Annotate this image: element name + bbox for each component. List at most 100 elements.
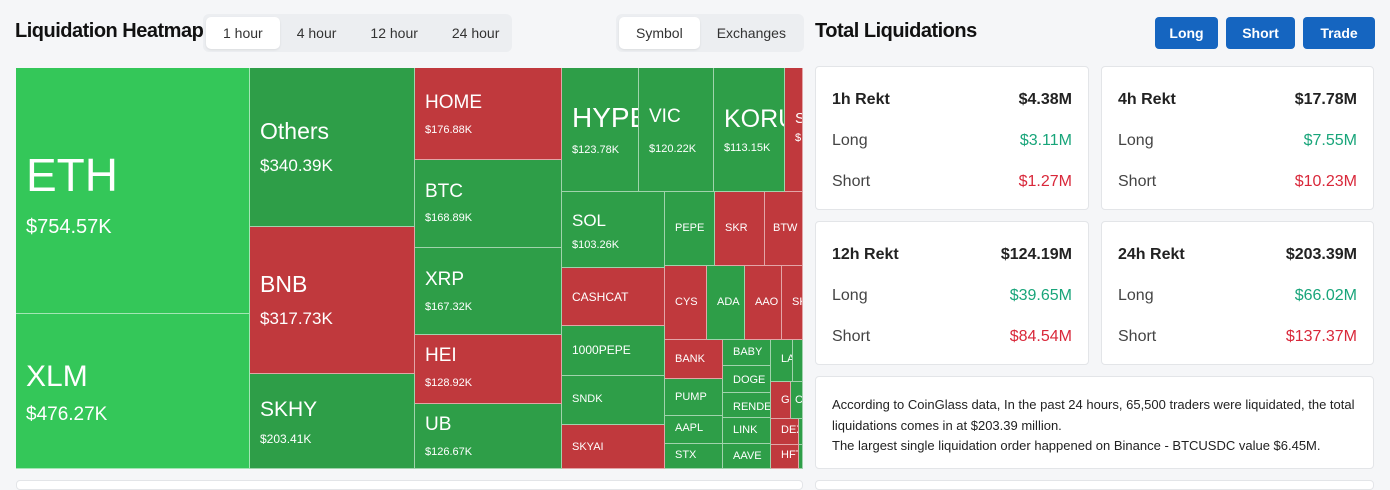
heatmap-cell-bnb[interactable]: BNB $317.73K (250, 227, 415, 374)
heatmap-cell-aapl[interactable]: AAPL (665, 416, 723, 444)
liquidation-treemap: ETH $754.57K XLM $476.27K Others $340.39K BNB $… (16, 68, 803, 469)
heatmap-cell-xlm[interactable]: XLM $476.27K (16, 314, 250, 469)
heatmap-cell[interactable] (793, 340, 803, 382)
group-by-selector: Symbol Exchanges (616, 14, 804, 52)
long-value: $39.65M (1009, 287, 1072, 304)
tab-symbol[interactable]: Symbol (619, 17, 700, 49)
tab-12-hour[interactable]: 12 hour (370, 25, 418, 41)
heatmap-cell-value: $113.15K (724, 142, 771, 154)
heatmap-cell-g[interactable]: G (771, 382, 791, 419)
heatmap-cell-symbol: LINK (733, 424, 758, 436)
tab-1-hour[interactable]: 1 hour (206, 17, 280, 49)
heatmap-title: Liquidation Heatmap (15, 20, 204, 42)
long-label: Long (832, 132, 868, 149)
heatmap-cell-symbol: 1000PEPE (572, 343, 631, 357)
heatmap-cell-stx[interactable]: STX (665, 444, 723, 469)
heatmap-cell-symbol: Others (260, 118, 330, 144)
heatmap-cell-1000pepe[interactable]: 1000PEPE (562, 326, 665, 376)
heatmap-cell-symbol: VIC (649, 106, 681, 127)
heatmap-cell-symbol: RENDE (733, 401, 771, 413)
heatmap-cell-value: $126.67K (425, 446, 473, 458)
heatmap-cell-cys[interactable]: CYS (665, 266, 707, 340)
heatmap-cell-symbol: C (795, 394, 803, 406)
heatmap-cell-aave[interactable]: AAVE (723, 444, 771, 469)
card-total: $4.38M (1018, 91, 1072, 108)
heatmap-cell-symbol: BANK (675, 353, 705, 365)
card-label: 1h Rekt (832, 91, 890, 108)
tab-exchanges[interactable]: Exchanges (716, 25, 786, 41)
long-label: Long (1118, 132, 1154, 149)
heatmap-cell-symbol: SK (792, 296, 802, 308)
long-button[interactable]: Long (1155, 17, 1218, 49)
heatmap-cell-link[interactable]: LINK (723, 418, 771, 444)
heatmap-cell-symbol: AAO (755, 296, 779, 308)
heatmap-cell-value: $123.78K (572, 144, 620, 156)
heatmap-cell-pepe[interactable]: PEPE (665, 192, 715, 266)
heatmap-cell-baby[interactable]: BABY (723, 340, 771, 366)
heatmap-cell-symbol: XLM (26, 360, 88, 393)
heatmap-cell-skyai[interactable]: SKYAI (562, 425, 665, 469)
tab-24-hour[interactable]: 24 hour (451, 25, 500, 41)
bottom-panel-edge (16, 480, 803, 490)
heatmap-cell-value: $128.92K (425, 377, 473, 389)
short-value: $137.37M (1285, 328, 1357, 345)
short-value: $10.23M (1294, 173, 1357, 190)
tab-4-hour[interactable]: 4 hour (296, 25, 337, 41)
heatmap-cell-symbol: SKR (725, 222, 748, 234)
heatmap-cell-sndk[interactable]: SNDK (562, 376, 665, 425)
heatmap-cell-symbol: G (781, 394, 790, 406)
heatmap-cell-doge[interactable]: DOGE (723, 366, 771, 393)
heatmap-cell-others[interactable]: Others $340.39K (250, 68, 415, 227)
heatmap-cell[interactable] (799, 419, 803, 445)
trade-button[interactable]: Trade (1303, 17, 1375, 49)
heatmap-cell-ub[interactable]: UB $126.67K (415, 404, 562, 469)
heatmap-cell-value: $340.39K (260, 156, 333, 175)
heatmap-cell-symbol: BNB (260, 271, 308, 297)
bottom-panel-edge (815, 480, 1374, 490)
heatmap-cell-koru[interactable]: KORU $113.15K (714, 68, 785, 192)
short-label: Short (832, 328, 871, 345)
heatmap-cell-vic[interactable]: VIC $120.22K (639, 68, 714, 192)
heatmap-cell-symbol: PUMP (675, 391, 707, 403)
heatmap-cell-symbol: HFT (781, 449, 798, 461)
heatmap-cell-symbol: S (795, 110, 802, 127)
heatmap-cell-value: $120.22K (649, 143, 697, 155)
heatmap-cell-value: $203.41K (260, 432, 312, 446)
heatmap-cell-s[interactable]: S$ (785, 68, 803, 192)
short-button[interactable]: Short (1226, 17, 1295, 49)
heatmap-cell-hype[interactable]: HYPE $123.78K (562, 68, 639, 192)
heatmap-cell-skr[interactable]: SKR (715, 192, 765, 266)
heatmap-cell-rende[interactable]: RENDE (723, 393, 771, 418)
heatmap-cell-c[interactable]: C (791, 382, 803, 419)
heatmap-cell-pump[interactable]: PUMP (665, 379, 723, 416)
heatmap-cell-value: $176.88K (425, 124, 473, 136)
heatmap-cell-value: $754.57K (26, 216, 112, 238)
heatmap-cell-xrp[interactable]: XRP $167.32K (415, 248, 562, 335)
heatmap-cell-cashcat[interactable]: CASHCAT (562, 268, 665, 326)
heatmap-cell-sk[interactable]: SK (782, 266, 803, 340)
heatmap-cell-ada[interactable]: ADA (707, 266, 745, 340)
heatmap-cell-btc[interactable]: BTC $168.89K (415, 160, 562, 248)
rekt-card-1h: 1h Rekt $4.38M Long $3.11M Short $1.27M (815, 66, 1089, 210)
heatmap-cell[interactable] (799, 445, 803, 469)
card-total: $203.39M (1285, 246, 1357, 263)
heatmap-cell-symbol: CYS (675, 296, 698, 308)
heatmap-cell-value: $ (795, 132, 802, 144)
heatmap-cell-hei[interactable]: HEI $128.92K (415, 335, 562, 404)
heatmap-cell-eth[interactable]: ETH $754.57K (16, 68, 250, 314)
heatmap-cell-dex[interactable]: DEX (771, 419, 799, 445)
heatmap-cell-hft[interactable]: HFT (771, 445, 799, 469)
heatmap-cell-skhy[interactable]: SKHY $203.41K (250, 374, 415, 469)
largest-order-text: The largest single liquidation order hap… (832, 438, 1321, 453)
heatmap-cell-btw[interactable]: BTW (765, 192, 803, 266)
heatmap-cell-symbol: DOGE (733, 374, 766, 386)
heatmap-cell-home[interactable]: HOME $176.88K (415, 68, 562, 160)
heatmap-cell-symbol: ADA (717, 296, 740, 308)
heatmap-cell-symbol: DEX (781, 424, 798, 436)
heatmap-cell-la[interactable]: LA (771, 340, 793, 382)
heatmap-cell-bank[interactable]: BANK (665, 340, 723, 379)
heatmap-cell-aao[interactable]: AAO (745, 266, 782, 340)
heatmap-cell-symbol: UB (425, 414, 452, 435)
heatmap-cell-symbol: BABY (733, 346, 763, 358)
heatmap-cell-sol[interactable]: SOL $103.26K (562, 192, 665, 268)
